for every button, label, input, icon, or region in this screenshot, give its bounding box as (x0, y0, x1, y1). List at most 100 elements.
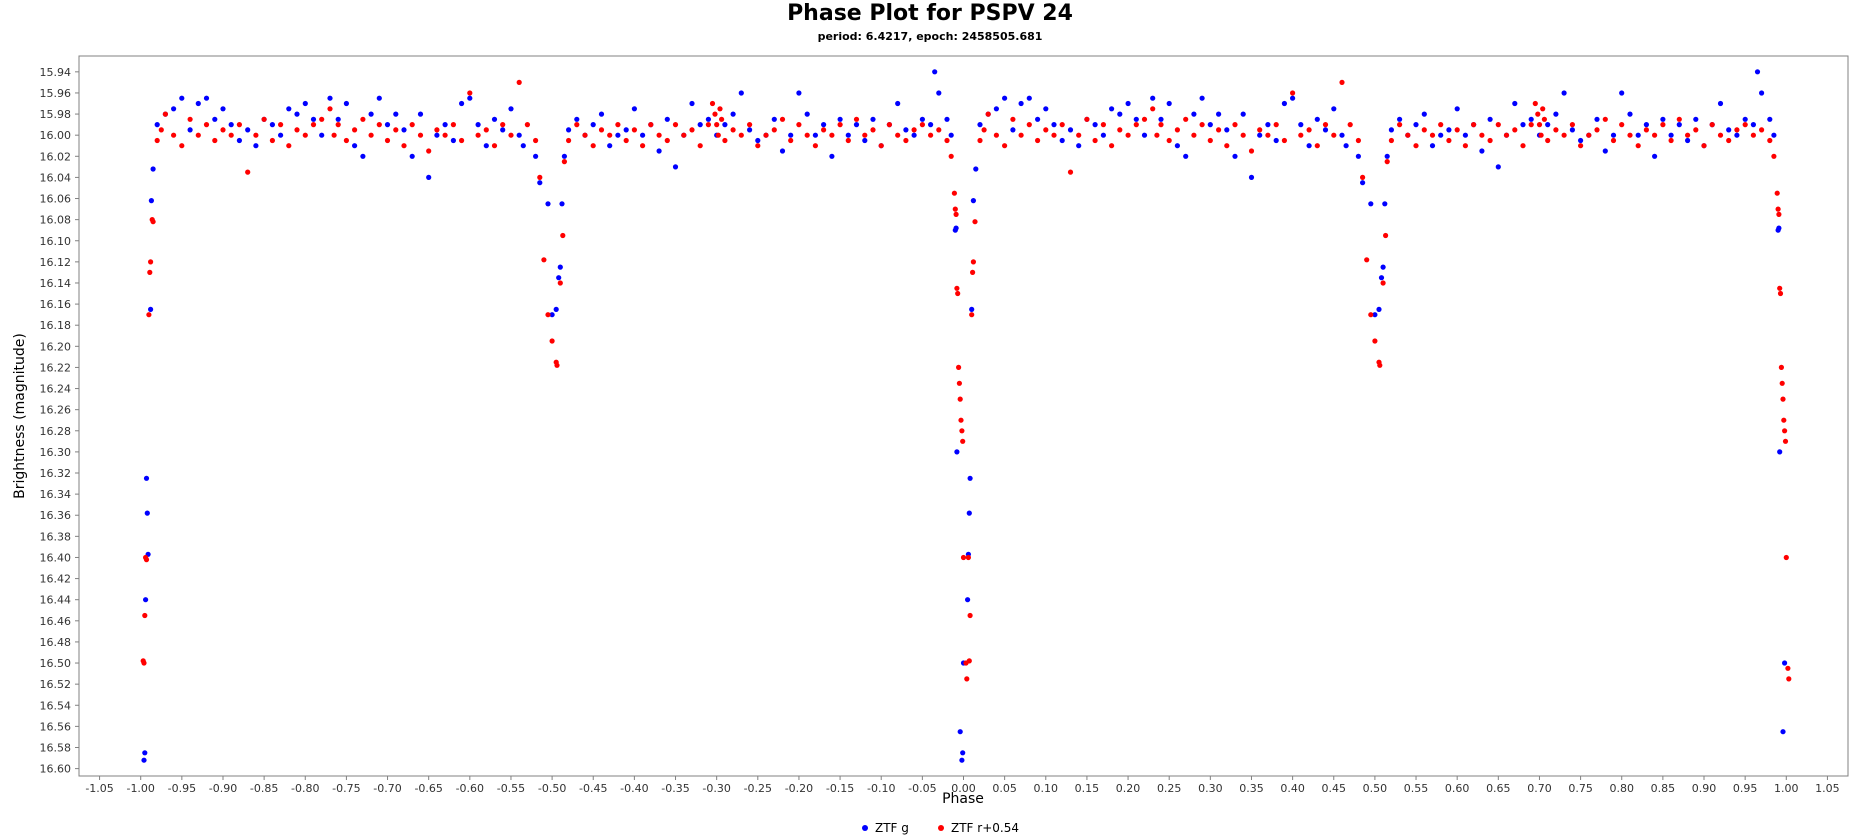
data-point-ztf-g (966, 510, 972, 516)
data-point-ztf-g (722, 122, 728, 128)
data-point-ztf-r (1314, 143, 1320, 149)
data-point-ztf-r (442, 132, 448, 138)
data-point-ztf-g (697, 122, 703, 128)
data-point-ztf-r (1660, 122, 1666, 128)
data-point-ztf-g (1183, 153, 1189, 159)
data-point-ztf-r (1413, 143, 1419, 149)
data-point-ztf-r (1084, 116, 1090, 122)
data-point-ztf-g (1643, 122, 1649, 128)
data-point-ztf-r (561, 159, 568, 165)
data-point-ztf-r (1125, 132, 1131, 138)
x-tick-label: 0.55 (1404, 782, 1429, 795)
data-point-ztf-r (1774, 190, 1780, 196)
y-tick-label: 16.24 (40, 383, 72, 396)
x-axis-label: Phase (942, 791, 984, 807)
data-point-ztf-g (1018, 100, 1024, 107)
data-point-ztf-g (788, 132, 794, 138)
data-point-ztf-g (1199, 95, 1205, 101)
data-point-ztf-r (821, 127, 827, 133)
data-point-ztf-g (574, 116, 580, 122)
data-point-ztf-g (1248, 174, 1255, 180)
data-point-ztf-g (853, 122, 860, 128)
data-point-ztf-g (343, 100, 349, 107)
data-point-ztf-g (561, 153, 568, 159)
data-point-ztf-g (450, 137, 456, 144)
x-tick-label: 1.05 (1815, 782, 1840, 795)
data-point-ztf-g (1446, 127, 1452, 133)
data-point-ztf-r (1109, 143, 1115, 149)
data-point-ztf-g (1314, 116, 1320, 122)
data-point-ztf-r (1141, 116, 1148, 122)
data-point-ztf-g (1578, 137, 1584, 144)
data-point-ztf-g (1660, 116, 1666, 122)
data-point-ztf-r (965, 554, 972, 561)
data-point-ztf-r (928, 132, 934, 138)
data-point-ztf-g (1191, 111, 1197, 117)
data-point-ztf-r (712, 111, 718, 117)
y-tick-label: 16.18 (40, 319, 72, 332)
data-point-ztf-r (148, 259, 154, 265)
data-point-ztf-r (212, 137, 218, 144)
x-tick-label: 0.90 (1692, 782, 1717, 795)
data-point-ztf-r (966, 658, 972, 664)
data-point-ztf-r (1532, 100, 1538, 107)
data-point-ztf-g (1561, 90, 1567, 96)
data-point-ztf-r (1782, 438, 1789, 444)
data-point-ztf-g (310, 116, 317, 122)
data-point-ztf-r (1067, 169, 1074, 175)
data-point-ztf-r (1487, 137, 1493, 144)
data-point-ztf-g (1043, 106, 1049, 112)
data-point-ztf-g (1372, 312, 1378, 318)
data-point-ztf-r (1635, 143, 1641, 149)
data-point-ztf-g (459, 100, 465, 107)
data-point-ztf-g (944, 116, 950, 122)
data-point-ztf-g (911, 132, 917, 138)
data-point-ztf-r (919, 122, 926, 128)
data-point-ztf-r (948, 153, 954, 159)
data-point-ztf-g (1635, 132, 1641, 138)
data-point-ztf-r (1216, 127, 1222, 133)
data-point-ztf-g (545, 201, 551, 207)
data-point-ztf-r (981, 127, 987, 133)
data-point-ztf-r (1693, 127, 1699, 133)
data-point-ztf-r (1100, 122, 1106, 128)
data-point-ztf-g (1382, 201, 1388, 207)
x-tick-label: -0.95 (168, 782, 196, 795)
chart-subtitle: period: 6.4217, epoch: 2458505.681 (817, 30, 1043, 43)
data-points (140, 69, 1792, 763)
data-point-ztf-r (985, 111, 991, 117)
data-point-ztf-g (154, 122, 160, 128)
data-point-ztf-r (1536, 122, 1543, 128)
data-point-ztf-r (1709, 122, 1715, 128)
data-point-ztf-g (1569, 127, 1575, 133)
data-point-ztf-g (1545, 122, 1551, 128)
data-point-ztf-r (1782, 428, 1788, 434)
data-point-ztf-g (417, 111, 424, 117)
data-point-ztf-g (1750, 122, 1756, 128)
y-tick-label: 16.32 (40, 467, 72, 480)
data-point-ztf-r (352, 127, 358, 133)
x-tick-label: -0.90 (209, 782, 237, 795)
data-point-ztf-r (574, 122, 580, 128)
data-point-ztf-g (1125, 100, 1131, 107)
data-point-ztf-g (141, 757, 147, 763)
data-point-ztf-r (1471, 122, 1477, 128)
x-tick-label: 0.30 (1198, 782, 1223, 795)
data-point-ztf-r (1775, 206, 1781, 212)
data-point-ztf-r (1166, 137, 1172, 144)
data-point-ztf-r (1273, 122, 1279, 128)
data-point-ztf-g (598, 111, 605, 117)
data-point-ztf-g (1780, 729, 1786, 735)
data-point-ztf-g (1092, 122, 1098, 128)
data-point-ztf-g (1109, 106, 1115, 112)
data-point-ztf-r (1602, 116, 1608, 122)
x-tick-label: -0.15 (826, 782, 854, 795)
data-point-ztf-g (143, 597, 149, 603)
data-point-ztf-r (261, 116, 267, 122)
data-point-ztf-g (483, 143, 489, 149)
x-tick-label: 0.05 (992, 782, 1017, 795)
data-point-ztf-r (862, 132, 868, 138)
legend-marker-ztf-r (938, 825, 944, 831)
x-tick-label: 0.10 (1034, 782, 1059, 795)
data-point-ztf-g (1413, 122, 1419, 128)
